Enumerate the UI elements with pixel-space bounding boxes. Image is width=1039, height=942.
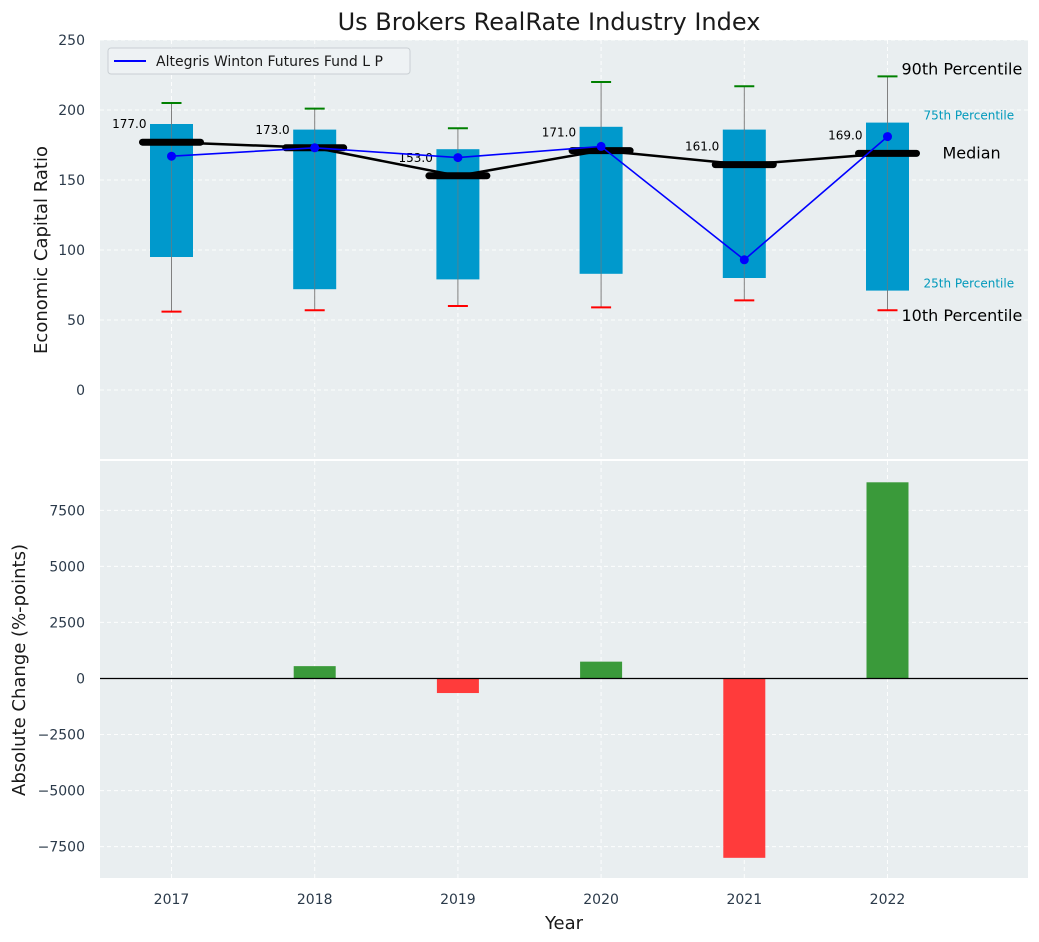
top-panel: 0 50 100 150 200 250 177.0 173.0 153.0 171.0 161.0… — [58, 33, 1028, 460]
chart-title: Us Brokers RealRate Industry Index — [338, 8, 761, 36]
top-y-tick-label: 50 — [67, 313, 85, 329]
bottom-y-tick-label: 2500 — [49, 615, 85, 631]
legend-box — [107, 47, 411, 75]
median-value-label: 153.0 — [399, 151, 433, 165]
bottom-y-tick-label: −7500 — [38, 840, 85, 856]
x-tick-label: 2021 — [726, 892, 762, 908]
bottom-y-tick-label: 5000 — [49, 559, 85, 575]
top-y-tick-label: 200 — [58, 103, 85, 119]
bottom-y-axis-label: Absolute Change (%-points) — [9, 544, 30, 796]
top-y-tick-label: 100 — [58, 243, 85, 259]
median-annotation: Median — [943, 143, 1001, 162]
median-trend-line — [171, 140, 888, 178]
bottom-panel: −7500 −5000 −2500 0 2500 5000 7500 2017 2018 2019… — [38, 459, 1028, 908]
median-value-label: 171.0 — [542, 126, 576, 140]
median-value-label: 169.0 — [828, 128, 862, 142]
top-y-tick-label: 0 — [76, 383, 85, 399]
x-axis-label: Year — [544, 913, 584, 934]
p25-annotation: 25th Percentile — [924, 277, 1015, 291]
box-2018: 173.0 — [255, 107, 348, 312]
series-point-2019 — [453, 153, 463, 163]
median-value-label: 173.0 — [255, 123, 289, 137]
median-value-label: 161.0 — [685, 140, 719, 154]
change-bar-2020 — [580, 661, 623, 679]
x-tick-label: 2017 — [154, 892, 190, 908]
x-tick-label: 2019 — [440, 892, 476, 908]
legend: Altegris Winton Futures Fund L P — [107, 47, 411, 75]
legend-entry: Altegris Winton Futures Fund L P — [156, 54, 383, 70]
series-point-2020 — [596, 141, 606, 151]
change-bar-2021 — [723, 678, 766, 858]
bottom-y-tick-label: 7500 — [49, 503, 85, 519]
bottom-y-tick-label: −5000 — [38, 784, 85, 800]
x-tick-label: 2020 — [583, 892, 619, 908]
p10-annotation: 10th Percentile — [902, 306, 1023, 325]
p75-annotation: 75th Percentile — [924, 109, 1015, 123]
p90-annotation: 90th Percentile — [902, 59, 1023, 78]
series-line — [171, 135, 889, 261]
bottom-y-tick-label: 0 — [76, 671, 85, 687]
bottom-y-tick-label: −2500 — [38, 728, 85, 744]
change-bar-2019 — [436, 678, 479, 694]
x-tick-label: 2018 — [297, 892, 333, 908]
series-point-2017 — [167, 151, 176, 161]
top-y-axis-label: Economic Capital Ratio — [31, 146, 52, 354]
series-point-2022 — [883, 132, 892, 142]
median-value-label: 177.0 — [112, 117, 146, 131]
change-bar-2022 — [866, 482, 909, 679]
top-y-tick-label: 150 — [58, 173, 85, 189]
series-point-2021 — [739, 255, 749, 265]
x-tick-label: 2022 — [870, 892, 906, 908]
change-bar-2018 — [293, 666, 336, 679]
series-point-2018 — [310, 143, 320, 153]
box-2019: 153.0 — [399, 127, 491, 307]
top-y-tick-label: 250 — [58, 33, 85, 49]
box-2022: 169.0 — [828, 75, 920, 312]
